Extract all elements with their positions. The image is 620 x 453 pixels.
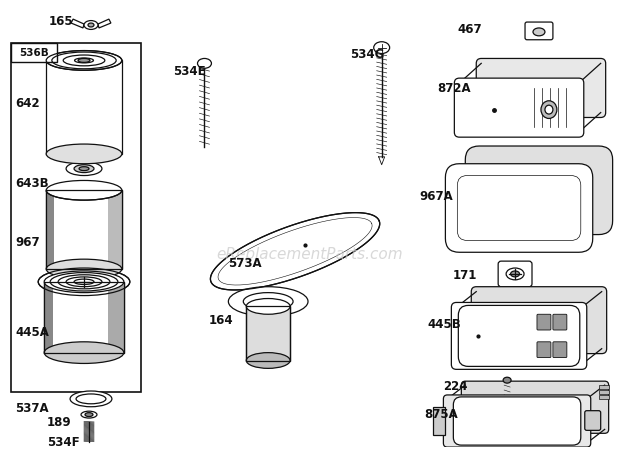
Text: 165: 165 <box>49 15 74 28</box>
Text: 224: 224 <box>443 380 468 393</box>
Text: 189: 189 <box>47 415 72 429</box>
FancyBboxPatch shape <box>476 58 606 117</box>
Ellipse shape <box>74 165 94 173</box>
Ellipse shape <box>228 287 308 316</box>
Bar <box>599 390 609 394</box>
Ellipse shape <box>511 271 520 277</box>
Text: 534E: 534E <box>172 65 205 78</box>
Text: 467: 467 <box>458 23 482 36</box>
Text: 573A: 573A <box>228 257 262 270</box>
FancyBboxPatch shape <box>537 314 551 330</box>
FancyBboxPatch shape <box>471 287 606 354</box>
FancyBboxPatch shape <box>537 342 551 357</box>
Text: 164: 164 <box>208 314 233 327</box>
Bar <box>44 282 124 352</box>
Polygon shape <box>433 407 445 435</box>
Ellipse shape <box>88 23 94 27</box>
FancyBboxPatch shape <box>585 411 601 430</box>
Ellipse shape <box>198 58 211 68</box>
Text: 875A: 875A <box>425 408 458 421</box>
Ellipse shape <box>38 268 130 295</box>
Ellipse shape <box>79 167 89 171</box>
FancyBboxPatch shape <box>553 314 567 330</box>
Bar <box>599 395 609 399</box>
Ellipse shape <box>374 42 389 53</box>
Bar <box>44 282 53 352</box>
Ellipse shape <box>46 180 122 200</box>
Ellipse shape <box>44 271 124 293</box>
FancyBboxPatch shape <box>443 395 591 447</box>
Ellipse shape <box>46 144 122 164</box>
FancyBboxPatch shape <box>453 397 581 445</box>
Ellipse shape <box>503 377 511 383</box>
FancyBboxPatch shape <box>525 22 553 40</box>
FancyBboxPatch shape <box>465 146 613 235</box>
FancyBboxPatch shape <box>454 78 584 137</box>
FancyBboxPatch shape <box>451 303 587 369</box>
Polygon shape <box>210 212 379 290</box>
Bar <box>46 190 54 269</box>
Ellipse shape <box>506 268 524 280</box>
Bar <box>46 190 122 269</box>
FancyBboxPatch shape <box>445 164 593 252</box>
FancyBboxPatch shape <box>498 261 532 287</box>
Text: 171: 171 <box>453 269 477 282</box>
FancyBboxPatch shape <box>461 381 609 434</box>
Text: 445B: 445B <box>427 318 461 331</box>
Ellipse shape <box>533 28 545 36</box>
Text: 445A: 445A <box>16 326 49 339</box>
Bar <box>599 385 609 389</box>
Text: 534G: 534G <box>350 48 384 61</box>
Ellipse shape <box>246 352 290 368</box>
FancyBboxPatch shape <box>458 305 580 366</box>
Ellipse shape <box>78 58 90 63</box>
Ellipse shape <box>70 391 112 407</box>
Ellipse shape <box>85 413 93 417</box>
Ellipse shape <box>66 162 102 175</box>
Ellipse shape <box>46 51 122 70</box>
Ellipse shape <box>545 105 553 114</box>
Bar <box>246 306 290 361</box>
Text: eReplacementParts.com: eReplacementParts.com <box>216 247 404 262</box>
Text: 872A: 872A <box>438 82 471 95</box>
Bar <box>108 190 122 269</box>
Text: 967A: 967A <box>420 190 453 203</box>
Bar <box>44 282 124 352</box>
Text: 537A: 537A <box>16 402 49 415</box>
Ellipse shape <box>243 293 293 310</box>
Ellipse shape <box>46 259 122 279</box>
Bar <box>46 190 122 269</box>
Text: 534F: 534F <box>47 436 80 449</box>
Bar <box>108 282 124 352</box>
Ellipse shape <box>84 20 98 29</box>
Text: 967: 967 <box>16 236 40 249</box>
Polygon shape <box>98 19 111 28</box>
Text: 642: 642 <box>16 97 40 110</box>
Ellipse shape <box>246 299 290 314</box>
Bar <box>11 43 141 392</box>
Bar <box>11 43 57 63</box>
Ellipse shape <box>81 411 97 418</box>
Ellipse shape <box>541 101 557 119</box>
Text: 536B: 536B <box>19 48 49 58</box>
Polygon shape <box>71 19 84 28</box>
Text: 643B: 643B <box>16 177 49 189</box>
Bar <box>46 60 122 154</box>
Ellipse shape <box>76 394 106 404</box>
Ellipse shape <box>44 342 124 363</box>
FancyBboxPatch shape <box>553 342 567 357</box>
Bar <box>246 306 290 361</box>
